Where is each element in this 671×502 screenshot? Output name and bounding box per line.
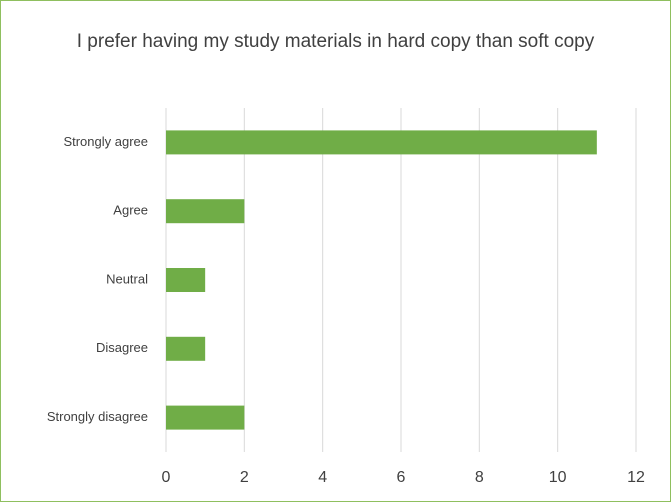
x-tick-label: 2 <box>240 469 249 486</box>
x-tick-label: 6 <box>397 469 406 486</box>
x-tick-label: 12 <box>627 469 645 486</box>
y-tick-label: Strongly agree <box>63 134 148 149</box>
x-tick-label: 0 <box>162 469 171 486</box>
bar <box>166 130 597 155</box>
y-tick-label: Neutral <box>106 271 148 286</box>
y-tick-label: Strongly disagree <box>47 409 148 424</box>
x-tick-label: 8 <box>475 469 484 486</box>
y-tick-label: Disagree <box>96 340 148 355</box>
x-tick-label: 4 <box>318 469 327 486</box>
y-tick-label: Agree <box>113 203 148 218</box>
x-tick-label: 10 <box>549 469 567 486</box>
bar <box>166 199 245 224</box>
bar <box>166 336 206 361</box>
bar <box>166 268 206 292</box>
bar <box>166 405 245 430</box>
chart-title: I prefer having my study materials in ha… <box>76 31 595 52</box>
